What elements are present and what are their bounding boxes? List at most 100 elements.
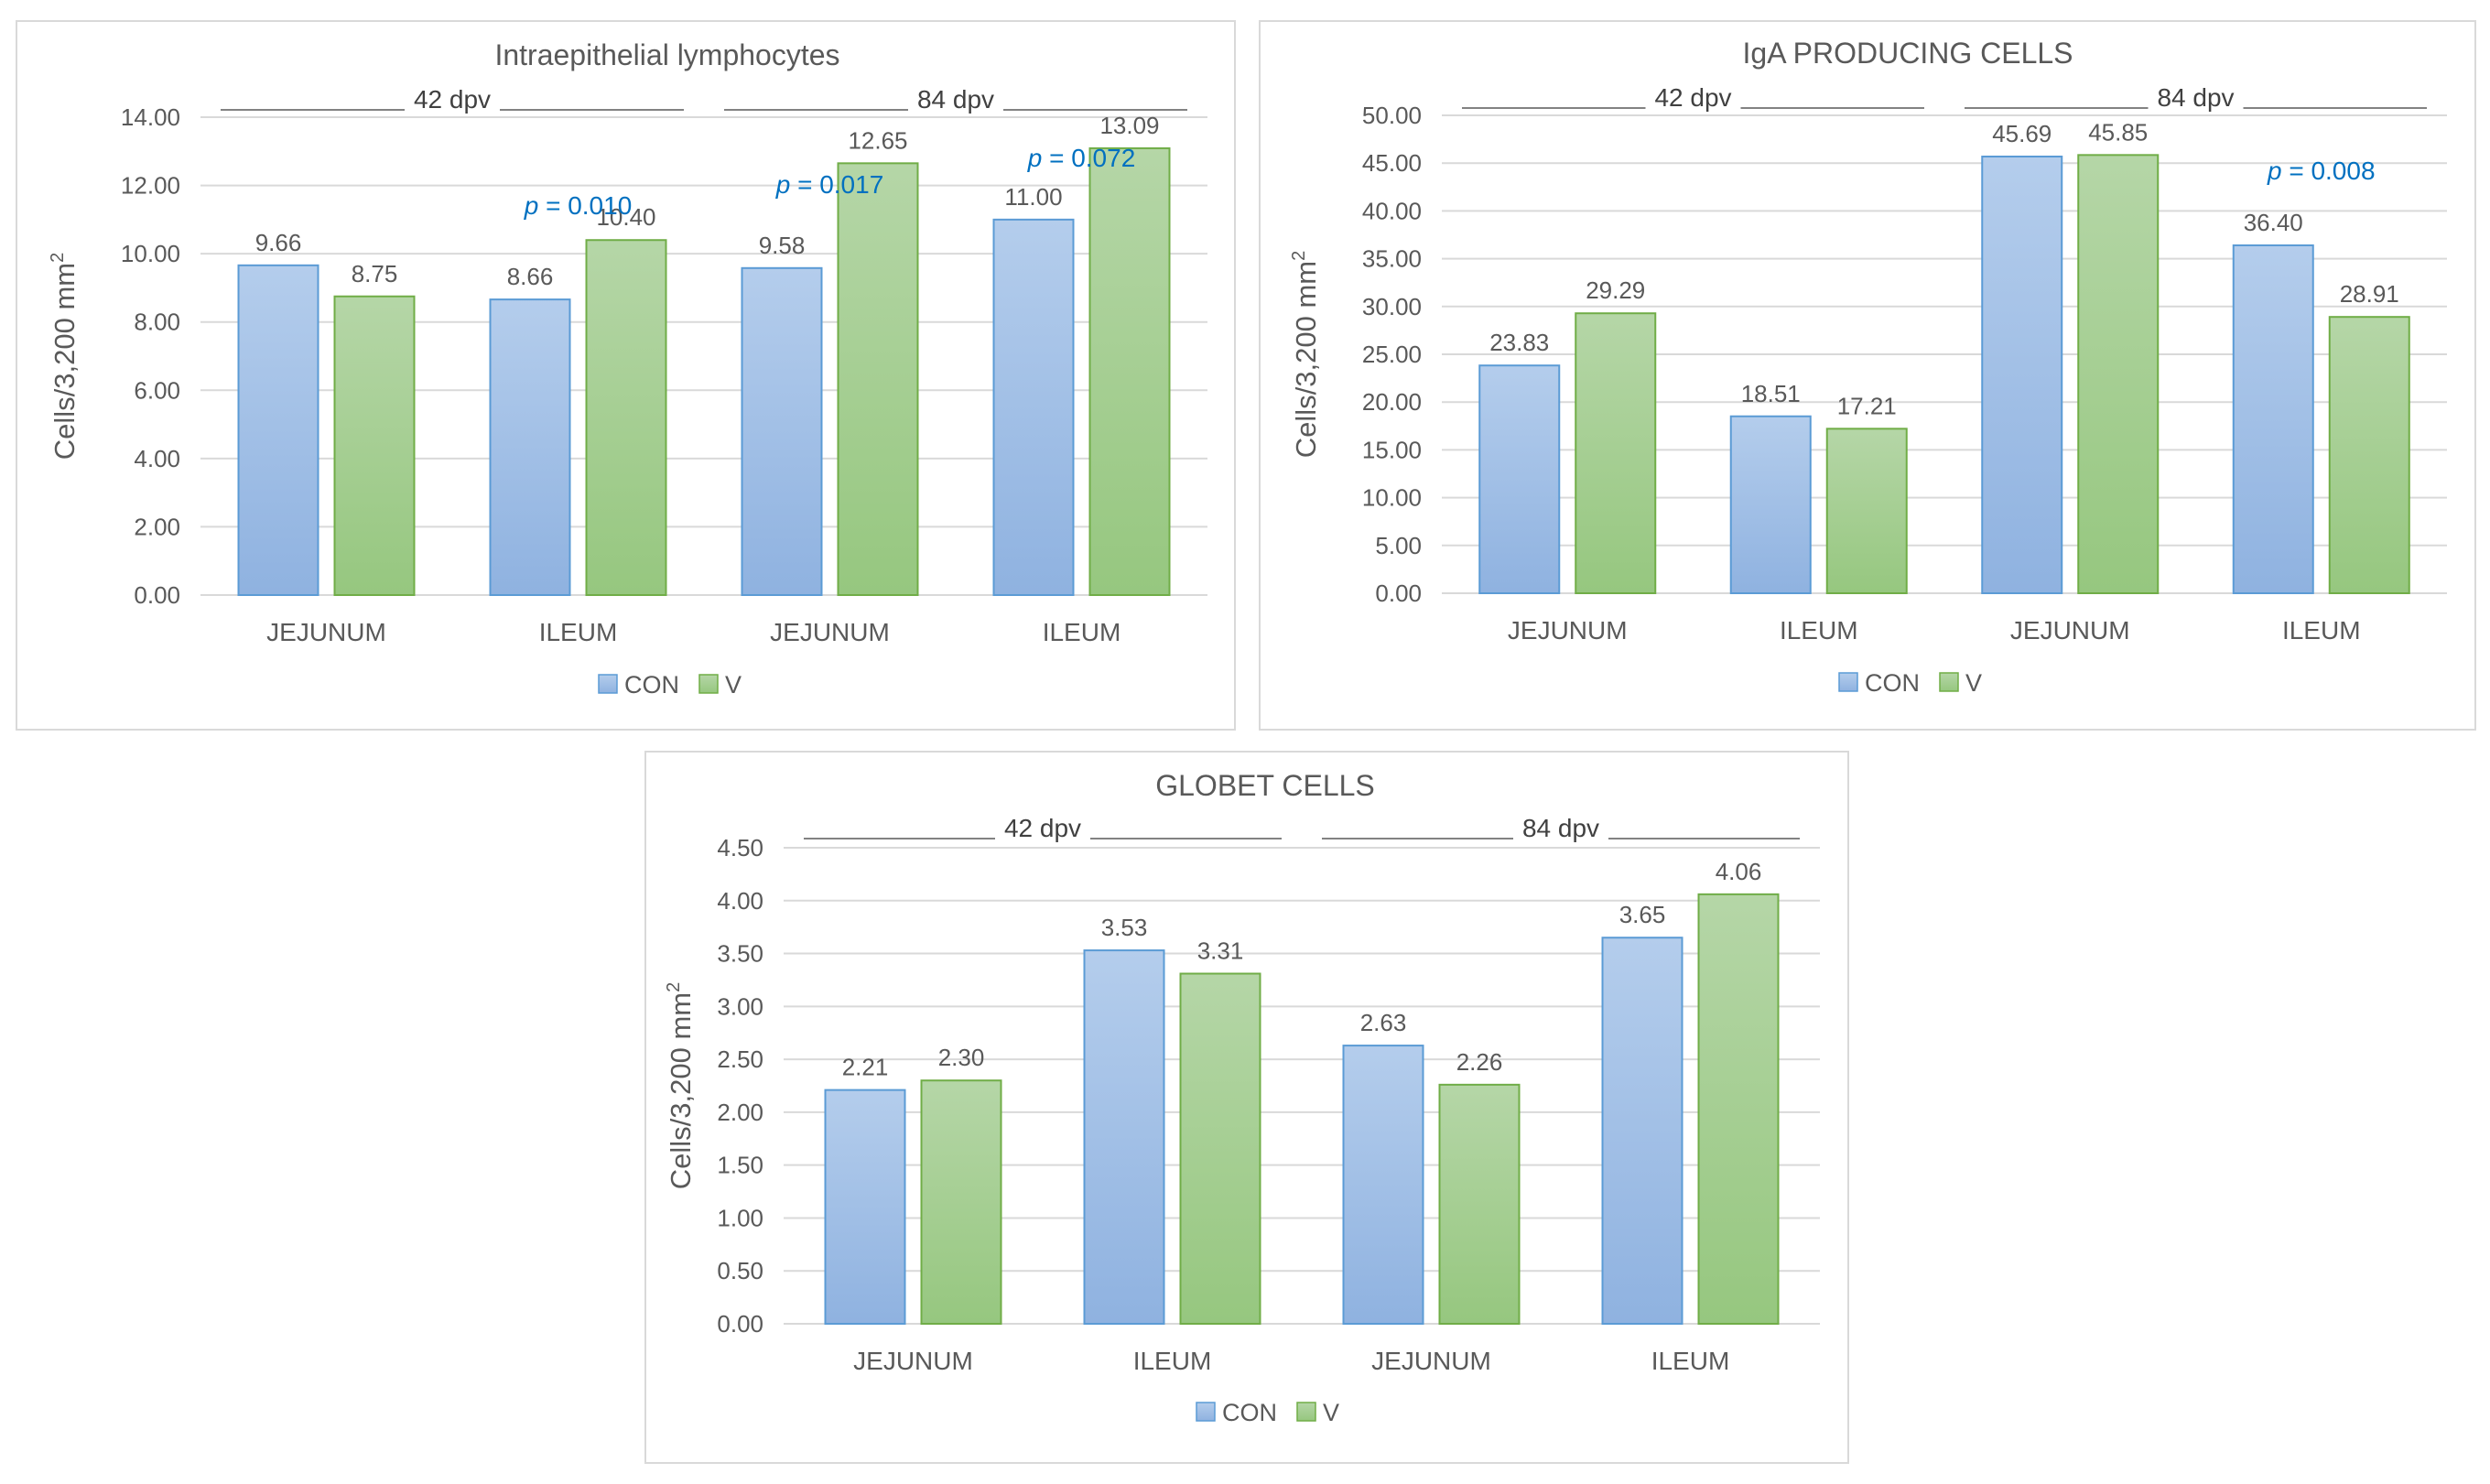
data-label-con: 2.21 (842, 1054, 889, 1081)
y-tick-label: 4.00 (134, 445, 180, 472)
x-category-label-ileum: ILEUM (1651, 1347, 1730, 1375)
data-label-v: 17.21 (1837, 392, 1897, 419)
y-tick-label: 2.00 (717, 1099, 763, 1126)
y-tick-label: 0.00 (1375, 580, 1422, 607)
chart-svg-globet-cells: GLOBET CELLS 0.00 0.50 1.00 1.50 2.00 2.50 3.00… (664, 769, 1820, 1426)
x-category-label-ileum: ILEUM (1043, 618, 1121, 646)
data-label-v: 8.75 (352, 260, 398, 287)
chart-title: GLOBET CELLS (1155, 769, 1375, 802)
data-label-con: 9.66 (255, 229, 302, 256)
y-tick-label: 3.50 (717, 940, 763, 968)
data-label-v: 45.85 (2088, 118, 2148, 146)
y-tick-label: 2.00 (134, 513, 180, 540)
data-label-con: 45.69 (1992, 120, 2052, 147)
y-tick-label: 30.00 (1362, 293, 1422, 320)
bar-v-jejunum-2 (2077, 154, 2160, 595)
group-label-42-dpv: 42 dpv (1654, 83, 1731, 112)
y-tick-label: 0.00 (134, 581, 180, 609)
legend-label-v: V (725, 671, 742, 699)
y-tick-label: 4.50 (717, 834, 763, 861)
bar-con-jejunum-0 (237, 264, 319, 596)
y-tick-label: 0.50 (717, 1257, 763, 1284)
legend-label-con: CON (1865, 669, 1920, 697)
bar-v-jejunum-0 (333, 295, 416, 596)
group-label-84-dpv: 84 dpv (917, 85, 994, 114)
x-category-label-ileum: ILEUM (1133, 1347, 1212, 1375)
legend-swatch-v (1939, 672, 1959, 692)
p-value-annotation: p = 0.008 (2267, 157, 2376, 185)
y-tick-label: 35.00 (1362, 245, 1422, 273)
y-tick-label: 2.50 (717, 1045, 763, 1073)
y-tick-label: 14.00 (121, 103, 180, 131)
legend-swatch-v (698, 674, 719, 694)
group-label-42-dpv: 42 dpv (1004, 814, 1081, 842)
legend-label-v: V (1965, 669, 1982, 697)
chart-panel-globet-cells: GLOBET CELLS 0.00 0.50 1.00 1.50 2.00 2.50 3.00… (644, 751, 1849, 1464)
bar-con-ileum-3 (2232, 244, 2314, 594)
data-label-con: 18.51 (1741, 380, 1801, 407)
bar-v-ileum-1 (585, 239, 667, 596)
data-label-con: 36.40 (2244, 209, 2303, 236)
bar-v-ileum-1 (1825, 428, 1908, 594)
bar-con-jejunum-0 (1478, 364, 1561, 595)
y-tick-label: 5.00 (1375, 532, 1422, 559)
y-tick-label: 0.00 (717, 1310, 763, 1338)
bar-con-jejunum-2 (741, 266, 823, 596)
y-tick-label: 12.00 (121, 172, 180, 200)
x-category-label-jejunum: JEJUNUM (853, 1347, 973, 1375)
data-label-v: 3.31 (1197, 937, 1244, 965)
data-label-v: 4.06 (1716, 858, 1762, 885)
group-label-84-dpv: 84 dpv (2157, 83, 2234, 112)
bar-con-ileum-1 (1729, 415, 1812, 594)
chart-panel-iga-producing-cells: IgA PRODUCING CELLS 0.00 5.00 10.00 15.00 20.… (1259, 20, 2476, 731)
y-tick-label: 1.00 (717, 1204, 763, 1231)
legend-label-con: CON (624, 671, 679, 699)
y-tick-label: 10.00 (1362, 484, 1422, 512)
data-label-con: 9.58 (759, 232, 806, 259)
x-category-label-jejunum: JEJUNUM (266, 618, 386, 646)
y-tick-label: 1.50 (717, 1152, 763, 1179)
x-category-label-jejunum: JEJUNUM (1371, 1347, 1491, 1375)
bar-v-jejunum-0 (920, 1079, 1002, 1325)
bar-con-jejunum-2 (1342, 1045, 1424, 1325)
group-label-84-dpv: 84 dpv (1522, 814, 1599, 842)
data-label-v: 2.30 (938, 1044, 985, 1071)
x-category-label-jejunum: JEJUNUM (1508, 616, 1628, 645)
x-category-label-ileum: ILEUM (539, 618, 618, 646)
group-label-42-dpv: 42 dpv (414, 85, 491, 114)
legend-swatch-con (1838, 672, 1858, 692)
y-tick-label: 50.00 (1362, 102, 1422, 129)
data-label-v: 13.09 (1099, 112, 1159, 139)
data-label-con: 3.65 (1619, 901, 1666, 928)
bar-con-ileum-1 (489, 298, 571, 596)
y-tick-label: 40.00 (1362, 197, 1422, 224)
y-axis-label: Cells/3,200 mm2 (1289, 251, 1322, 458)
data-label-con: 8.66 (507, 263, 554, 290)
chart-panel-intraepithelial-lymphocytes: Intraepithelial lymphocytes 0.00 2.00 4.00 6… (16, 20, 1236, 731)
legend-swatch-con (598, 674, 618, 694)
p-value-annotation: p = 0.017 (775, 170, 884, 199)
x-category-label-ileum: ILEUM (2282, 616, 2361, 645)
bar-con-jejunum-0 (824, 1089, 906, 1325)
y-tick-label: 6.00 (134, 376, 180, 404)
data-label-v: 12.65 (848, 126, 907, 154)
legend-swatch-con (1196, 1402, 1216, 1422)
data-label-v: 29.29 (1586, 276, 1645, 304)
bar-v-jejunum-2 (1438, 1083, 1521, 1325)
y-axis-label: Cells/3,200 mm2 (664, 982, 697, 1189)
y-tick-label: 20.00 (1362, 388, 1422, 416)
y-tick-label: 3.00 (717, 992, 763, 1020)
data-label-con: 3.53 (1101, 914, 1148, 941)
x-category-label-jejunum: JEJUNUM (2010, 616, 2130, 645)
data-label-con: 23.83 (1489, 329, 1549, 356)
chart-svg-iga-producing-cells: IgA PRODUCING CELLS 0.00 5.00 10.00 15.00 20.… (1289, 37, 2447, 697)
bar-v-ileum-1 (1179, 972, 1261, 1325)
legend-label-v: V (1323, 1399, 1339, 1426)
y-tick-label: 10.00 (121, 240, 180, 267)
y-axis-label: Cells/3,200 mm2 (48, 253, 81, 460)
bar-con-ileum-3 (992, 218, 1075, 596)
x-category-label-ileum: ILEUM (1780, 616, 1858, 645)
bar-v-jejunum-2 (837, 162, 919, 596)
bar-con-ileum-3 (1601, 937, 1683, 1325)
bar-v-ileum-3 (1697, 893, 1780, 1325)
